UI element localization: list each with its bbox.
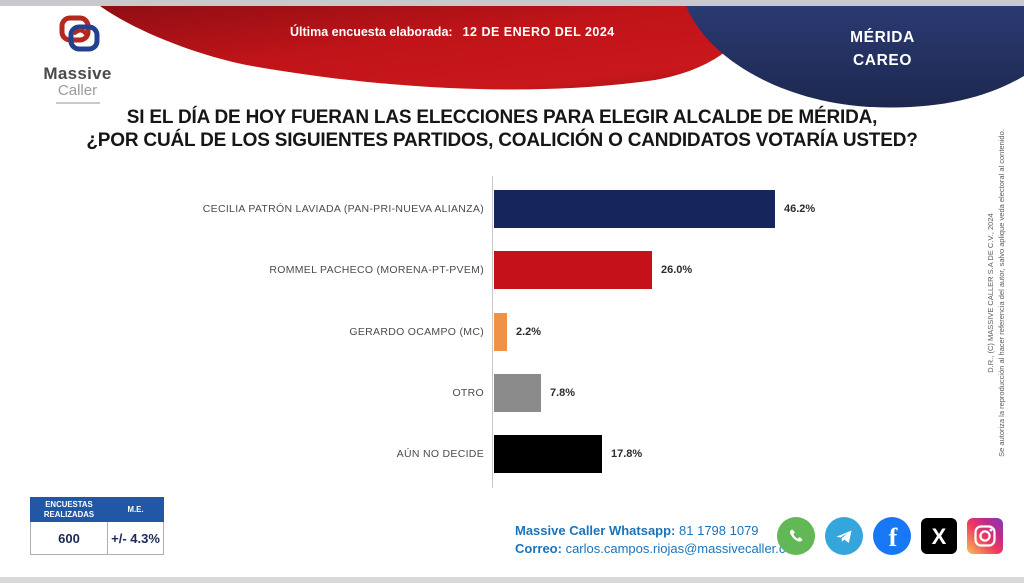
chart-row: OTRO 7.8%	[0, 374, 1024, 412]
social-icons-row: f X	[777, 517, 1003, 555]
bar-value-label: 46.2%	[784, 203, 816, 215]
bar-value-label: 26.0%	[661, 264, 693, 276]
copyright-vertical-text: D.R., (C) MASSIVE CALLER S.A DE C.V., 20…	[985, 113, 1009, 473]
red-banner-shape	[100, 6, 757, 90]
massive-caller-logo-icon	[59, 15, 99, 52]
ribbon-city: MÉRIDA	[850, 29, 915, 46]
facebook-icon[interactable]: f	[873, 517, 911, 555]
bottom-gray-strip	[0, 577, 1024, 583]
stats-header-me: M.E.	[108, 497, 164, 522]
header-ribbons	[0, 0, 1024, 108]
stats-header-encuestas: ENCUESTAS REALIZADAS	[30, 497, 108, 522]
chart-row: GERARDO OCAMPO (MC) 2.2%	[0, 313, 1024, 351]
bar	[494, 313, 507, 351]
massive-caller-logo: Massive Caller	[30, 14, 125, 104]
navy-ribbon-shape	[686, 6, 1024, 108]
stats-value-sample-size: 600	[30, 522, 108, 555]
logo-tagline-rule	[55, 102, 100, 104]
logo-name2: Caller	[57, 82, 98, 99]
stats-value-margin-error: +/- 4.3%	[108, 522, 164, 555]
bar-value-label: 7.8%	[550, 387, 576, 399]
bar-category-label: OTRO	[452, 387, 484, 399]
last-survey-banner: Última encuesta elaborada: 12 DE ENERO D…	[290, 22, 615, 42]
email-address[interactable]: carlos.campos.riojas@massivecaller.com	[565, 541, 804, 556]
banner-date: 12 DE ENERO DEL 2024	[462, 25, 615, 39]
x-icon[interactable]: X	[921, 518, 957, 554]
logo-name: Massive	[43, 64, 112, 83]
bar-category-label: CECILIA PATRÓN LAVIADA (PAN-PRI-NUEVA AL…	[202, 203, 484, 215]
chart-axis-line	[492, 176, 493, 488]
bar-category-label: AÚN NO DECIDE	[396, 448, 484, 460]
bar-category-label: GERARDO OCAMPO (MC)	[349, 326, 484, 338]
chart-row: CECILIA PATRÓN LAVIADA (PAN-PRI-NUEVA AL…	[0, 190, 1024, 228]
ribbon-type: CAREO	[853, 52, 912, 69]
whatsapp-label: Massive Caller Whatsapp:	[515, 523, 676, 538]
chart-row: ROMMEL PACHECO (MORENA-PT-PVEM) 26.0%	[0, 251, 1024, 289]
whatsapp-line: Massive Caller Whatsapp: 81 1798 1079	[515, 522, 803, 540]
contact-block: Massive Caller Whatsapp: 81 1798 1079 Co…	[515, 522, 803, 558]
top-gray-strip	[0, 0, 1024, 6]
bar	[494, 374, 541, 412]
bar	[494, 190, 775, 228]
whatsapp-icon[interactable]	[777, 517, 815, 555]
bar-value-label: 17.8%	[611, 448, 643, 460]
instagram-icon[interactable]	[967, 518, 1003, 554]
telegram-icon[interactable]	[825, 517, 863, 555]
question-title: SI EL DÍA DE HOY FUERAN LAS ELECCIONES P…	[40, 106, 964, 152]
chart-row: AÚN NO DECIDE 17.8%	[0, 435, 1024, 473]
bar	[494, 251, 652, 289]
bar-value-label: 2.2%	[516, 326, 542, 338]
bar-category-label: ROMMEL PACHECO (MORENA-PT-PVEM)	[269, 264, 484, 276]
copyright-line2: Se autoriza la reproducción al hacer ref…	[997, 129, 1006, 457]
email-label: Correo:	[515, 541, 562, 556]
copyright-line1: D.R., (C) MASSIVE CALLER S.A DE C.V., 20…	[986, 213, 995, 373]
question-title-line1: SI EL DÍA DE HOY FUERAN LAS ELECCIONES P…	[126, 107, 878, 128]
whatsapp-number: 81 1798 1079	[679, 523, 759, 538]
location-ribbon: MÉRIDA CAREO	[795, 26, 970, 72]
email-line: Correo: carlos.campos.riojas@massivecall…	[515, 540, 803, 558]
question-title-line2: ¿POR CUÁL DE LOS SIGUIENTES PARTIDOS, CO…	[86, 130, 918, 151]
svg-text:f: f	[889, 523, 898, 552]
sample-stats-table: ENCUESTAS REALIZADAS M.E. 600 +/- 4.3%	[30, 497, 164, 555]
banner-label: Última encuesta elaborada:	[290, 25, 453, 39]
bar	[494, 435, 602, 473]
svg-text:X: X	[932, 524, 947, 549]
